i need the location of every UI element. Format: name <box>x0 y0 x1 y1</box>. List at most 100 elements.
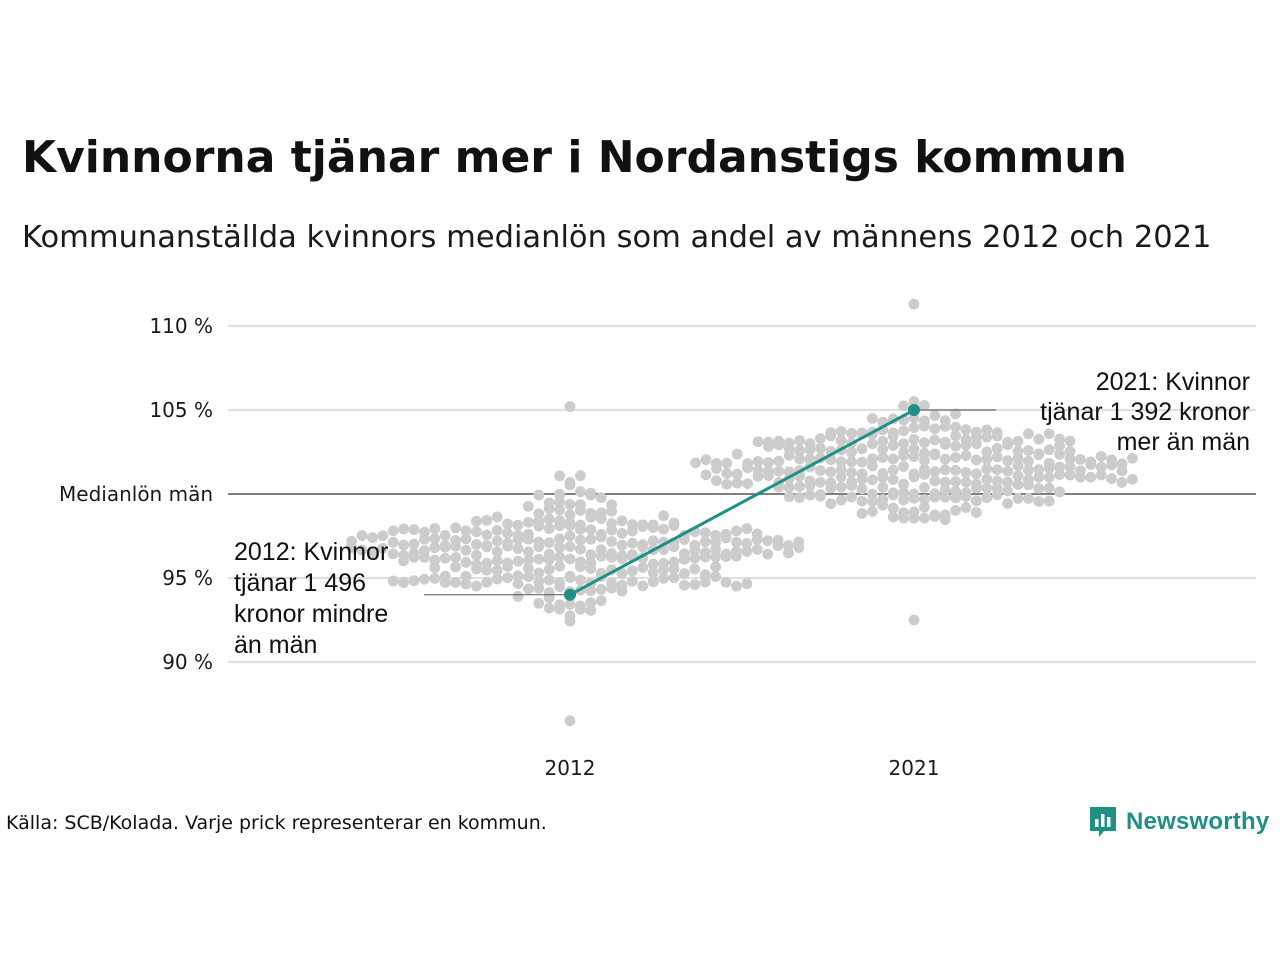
municipality-dot <box>794 435 805 447</box>
municipality-dot <box>1043 471 1055 483</box>
municipality-dot <box>960 424 972 436</box>
municipality-dot <box>387 575 399 587</box>
municipality-dot <box>543 592 555 604</box>
municipality-dot <box>846 427 857 439</box>
municipality-dot <box>1023 455 1034 467</box>
municipality-dot <box>616 515 628 527</box>
municipality-dot <box>731 477 743 489</box>
municipality-dot <box>585 549 597 561</box>
municipality-dot <box>991 430 1003 442</box>
municipality-dot <box>783 491 795 502</box>
municipality-dot <box>1106 473 1117 485</box>
annotation-text-2021: 2021: Kvinnor <box>1096 368 1250 396</box>
municipality-dot <box>627 525 638 537</box>
municipality-dot <box>846 446 857 458</box>
municipality-dot <box>751 534 763 545</box>
municipality-dot <box>908 614 920 626</box>
municipality-dot <box>711 463 722 474</box>
source-note: Källa: SCB/Kolada. Varje prick represent… <box>6 812 547 834</box>
municipality-dot <box>960 450 972 461</box>
municipality-dot <box>471 580 482 592</box>
municipality-dot <box>429 542 441 554</box>
municipality-dot <box>1116 465 1128 477</box>
municipality-dot <box>835 426 847 437</box>
municipality-dot <box>710 571 721 582</box>
municipality-dot <box>491 535 503 547</box>
municipality-dot <box>763 441 774 453</box>
municipality-dot <box>783 547 794 559</box>
municipality-dot <box>554 496 565 508</box>
municipality-dot <box>523 533 534 545</box>
x-tick-label: 2021 <box>889 756 940 780</box>
municipality-dot <box>1064 469 1076 481</box>
municipality-dot <box>783 540 794 551</box>
municipality-dot <box>471 549 482 561</box>
municipality-dot <box>699 527 711 539</box>
municipality-dot <box>887 440 899 451</box>
municipality-dot <box>481 564 493 576</box>
municipality-dot <box>919 420 930 432</box>
municipality-dot <box>585 585 597 597</box>
annotations: 2012: Kvinnor tjänar 1 496 kronor mindre än… <box>234 368 1250 659</box>
municipality-dot <box>898 438 909 449</box>
municipality-dot <box>815 433 826 444</box>
municipality-dot <box>554 533 565 545</box>
municipality-dot <box>794 453 805 465</box>
municipality-dot <box>960 491 972 502</box>
municipality-dot <box>658 510 669 522</box>
municipality-dot <box>950 476 961 487</box>
municipality-dot <box>377 542 389 554</box>
municipality-dot <box>481 514 493 526</box>
municipality-dot <box>960 476 972 488</box>
municipality-dot <box>575 543 586 555</box>
municipality-dot <box>491 511 503 523</box>
municipality-dot <box>429 523 441 534</box>
municipality-dot <box>731 525 742 537</box>
municipality-dot <box>710 551 721 563</box>
municipality-dot <box>971 507 982 518</box>
municipality-dot <box>564 519 576 531</box>
municipality-dot <box>877 499 889 511</box>
municipality-dot <box>877 481 889 493</box>
annotation-text-2012: kronor mindre <box>234 600 388 628</box>
municipality-dot <box>398 577 409 588</box>
municipality-dot <box>815 442 826 454</box>
municipality-dot <box>564 541 576 552</box>
municipality-dot <box>919 482 930 494</box>
municipality-dot <box>877 443 889 455</box>
municipality-dot <box>700 469 712 481</box>
municipality-dot <box>1033 433 1045 445</box>
x-tick-label: 2012 <box>545 756 596 780</box>
municipality-dot <box>1023 479 1034 491</box>
municipality-dot <box>1033 464 1045 475</box>
municipality-dot <box>939 464 951 476</box>
municipality-dot <box>585 604 597 616</box>
municipality-dot <box>711 475 722 487</box>
municipality-dot <box>419 551 430 563</box>
municipality-dot <box>564 499 576 510</box>
municipality-dot <box>512 555 524 567</box>
municipality-dot <box>1012 435 1024 447</box>
municipality-dot <box>543 523 555 534</box>
municipality-dot <box>846 480 857 491</box>
municipality-dot <box>1043 495 1055 507</box>
municipality-dot <box>1002 498 1013 509</box>
municipality-dot <box>1012 470 1024 482</box>
municipality-dot <box>898 494 909 506</box>
municipality-dot <box>450 561 461 573</box>
newsworthy-logo[interactable]: Newsworthy <box>1088 804 1269 840</box>
municipality-dot <box>502 561 513 572</box>
municipality-dot <box>408 538 420 550</box>
municipality-dot <box>564 572 576 584</box>
municipality-dot <box>533 489 545 501</box>
municipality-dot <box>367 532 378 544</box>
municipality-dot <box>575 603 586 615</box>
dot-swarms <box>346 298 1138 727</box>
municipality-dot <box>981 431 993 443</box>
municipality-dot <box>637 521 649 532</box>
municipality-dot <box>554 560 565 572</box>
municipality-dot <box>971 482 982 494</box>
municipality-dot <box>450 522 461 534</box>
y-tick-label: 95 % <box>162 566 213 590</box>
municipality-dot <box>699 576 711 588</box>
